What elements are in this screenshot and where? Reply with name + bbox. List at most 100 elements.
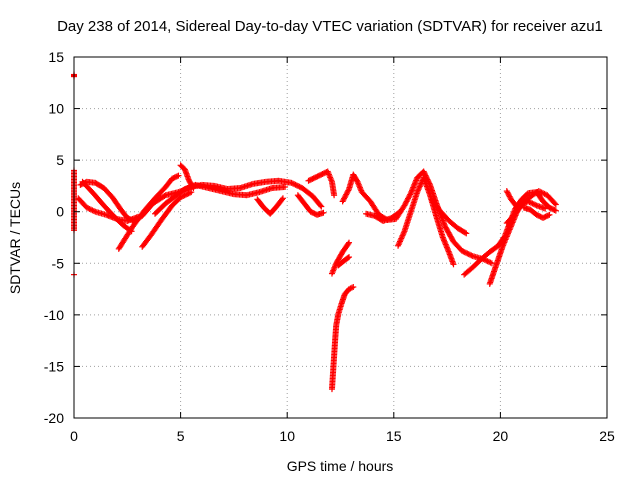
data-point-interp (299, 198, 306, 205)
data-point-interp (161, 193, 168, 200)
data-point-interp (456, 245, 463, 252)
data-point-interp (538, 196, 545, 203)
data-point-interp (387, 215, 394, 222)
data-point-interp (526, 194, 533, 201)
data-point-interp (271, 205, 278, 212)
data-point-interp (365, 196, 372, 203)
data-point-interp (98, 183, 105, 190)
y-tick-label: 0 (56, 204, 64, 220)
data-point-interp (532, 201, 539, 208)
data-point-interp (295, 183, 302, 190)
data-point-interp (370, 212, 377, 219)
data-point-interp (400, 229, 407, 236)
data-point-interp (107, 191, 114, 198)
data-point-interp (90, 179, 97, 186)
data-point-interp (550, 206, 557, 213)
y-tick-label: -5 (52, 255, 65, 271)
data-point-interp (338, 301, 345, 308)
data-point-interp (278, 197, 285, 204)
data-point-interp (426, 190, 433, 197)
data-point-interp (418, 170, 425, 177)
data-point-interp (421, 171, 428, 178)
data-point-interp (510, 213, 517, 220)
data-point-interp (551, 200, 558, 207)
data-point-interp (492, 244, 499, 251)
data-point-interp (395, 209, 402, 216)
data-point-interp (540, 205, 547, 212)
data-point-interp (460, 228, 467, 235)
data-point-interp (167, 178, 174, 185)
data-point-interp (348, 284, 355, 291)
data-point-interp (494, 257, 501, 264)
data-point-interp (179, 187, 186, 194)
data-point-interp (188, 182, 195, 189)
data-point-interp (533, 189, 540, 196)
data-point-interp (394, 210, 401, 217)
x-tick-label: 15 (386, 428, 402, 444)
data-point-interp (170, 194, 177, 201)
data-point-interp (406, 192, 413, 199)
data-point-interp (258, 202, 265, 209)
y-tick-label: 15 (48, 49, 64, 65)
tick-labels: 0 5 10 15 20 25 -20 -15 -10 -5 0 5 10 15 (44, 49, 615, 444)
data-point-interp (179, 164, 186, 171)
data-point-interp (178, 193, 185, 200)
data-point-interp (335, 312, 342, 319)
chart-title: Day 238 of 2014, Sidereal Day-to-day VTE… (57, 18, 603, 35)
data-point-interp (292, 181, 299, 188)
data-point-interp (185, 190, 192, 197)
data-point-interp (291, 181, 298, 188)
data-point-interp (377, 216, 384, 223)
data-point-interp (156, 219, 163, 226)
data-point-interp (460, 248, 467, 255)
data-point-interp (464, 250, 471, 257)
data-point-interp (435, 206, 442, 213)
data-point-interp (484, 251, 491, 258)
data-point-interp (444, 215, 451, 222)
data-point-interp (145, 234, 152, 241)
data-point-interp (449, 259, 456, 266)
data-point-interp (167, 204, 174, 211)
data-point-interp (186, 189, 193, 196)
x-tick-label: 20 (493, 428, 509, 444)
data-point-interp (109, 211, 116, 218)
data-point-interp (216, 187, 223, 194)
x-tick-label: 5 (177, 428, 185, 444)
data-point-interp (338, 251, 345, 258)
data-point-interp (476, 258, 483, 265)
data-point-interp (88, 187, 95, 194)
data-point-interp (98, 200, 105, 207)
data-point-interp (531, 210, 538, 217)
data-point-interp (345, 240, 352, 247)
data-point-interp (487, 259, 494, 266)
data-point-interp (174, 173, 181, 180)
data-point-interp (184, 191, 191, 198)
data-point-interp (339, 258, 346, 265)
data-point-interp (467, 251, 474, 258)
data-point-interp (160, 193, 167, 200)
data-point-interp (537, 213, 544, 220)
data-point-interp (343, 255, 350, 262)
data-point-interp (330, 190, 337, 197)
data-point-interp (543, 213, 550, 220)
data-point-interp (462, 229, 469, 236)
x-tick-label: 10 (279, 428, 295, 444)
data-point-interp (185, 176, 192, 183)
data-point-interp (463, 249, 470, 256)
data-point-interp (120, 238, 127, 245)
data-point-interp (344, 288, 351, 295)
data-point-interp (522, 192, 529, 199)
data-point-interp (319, 210, 326, 217)
data-point-interp (248, 181, 255, 188)
data-point (188, 189, 195, 196)
data-points (71, 71, 559, 393)
data-point-interp (513, 203, 520, 210)
data-point-interp (128, 224, 135, 231)
data-point-interp (506, 193, 513, 200)
data-point-interp (150, 197, 157, 204)
data-point-interp (101, 211, 108, 218)
data-point-interp (160, 202, 167, 209)
data-point-interp (139, 210, 146, 217)
data-point-interp (353, 177, 360, 184)
